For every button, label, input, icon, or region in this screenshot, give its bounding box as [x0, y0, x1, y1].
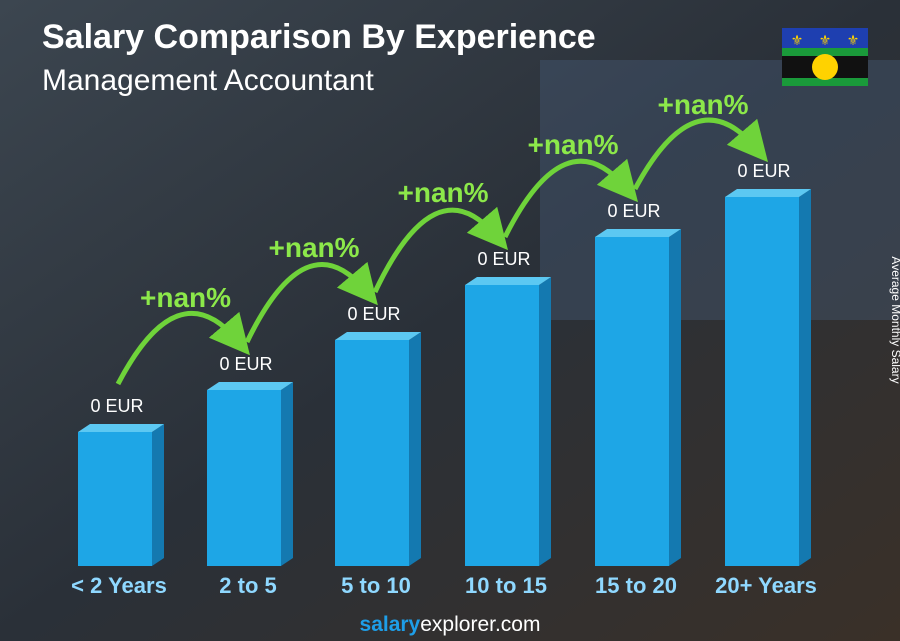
- bar: [207, 390, 281, 566]
- svg-text:⚜: ⚜: [847, 32, 860, 48]
- bar-top: [465, 277, 551, 285]
- category-label: 15 to 20: [595, 573, 677, 598]
- category-label: < 2 Years: [71, 573, 167, 598]
- bar: [595, 237, 669, 566]
- value-label: 0 EUR: [219, 354, 272, 374]
- increment-arrow: [632, 117, 769, 191]
- bar-top: [78, 424, 164, 432]
- increment-arrow: [502, 158, 639, 239]
- bar: [78, 432, 152, 566]
- value-label: 0 EUR: [90, 396, 143, 416]
- bar-side: [281, 382, 293, 566]
- bar-side: [799, 189, 811, 566]
- value-label: 0 EUR: [737, 161, 790, 181]
- svg-text:⚜: ⚜: [819, 32, 832, 48]
- title: Salary Comparison By Experience: [42, 18, 596, 56]
- side-label: Average Monthly Salary: [889, 256, 900, 383]
- value-label: 0 EUR: [607, 201, 660, 221]
- increment-label: +nan%: [527, 129, 618, 160]
- svg-text:⚜: ⚜: [791, 32, 804, 48]
- bar: [465, 285, 539, 566]
- bar-side: [669, 229, 681, 566]
- bar-side: [409, 332, 421, 566]
- bar-side: [539, 277, 551, 566]
- increment-label: +nan%: [140, 282, 231, 313]
- increment-label: +nan%: [268, 232, 359, 263]
- increment-label: +nan%: [657, 89, 748, 120]
- flag: ⚜ ⚜ ⚜: [782, 28, 868, 86]
- bar-top: [725, 189, 811, 197]
- category-label: 2 to 5: [219, 573, 276, 598]
- bar: [335, 340, 409, 566]
- subtitle: Management Accountant: [42, 64, 375, 97]
- increment-arrow: [244, 261, 378, 344]
- footer: salaryexplorer.com: [360, 613, 541, 636]
- category-label: 5 to 10: [341, 573, 411, 598]
- footer-domain: explorer.com: [420, 613, 540, 636]
- value-label: 0 EUR: [347, 304, 400, 324]
- bar-side: [152, 424, 164, 566]
- bar-top: [335, 332, 421, 340]
- category-label: 20+ Years: [715, 573, 817, 598]
- footer-brand: salary: [360, 613, 421, 636]
- bar-top: [595, 229, 681, 237]
- increment-arrow: [372, 206, 509, 294]
- increment-arrow: [115, 310, 250, 386]
- increment-label: +nan%: [397, 177, 488, 208]
- value-label: 0 EUR: [477, 249, 530, 269]
- bar-top: [207, 382, 293, 390]
- bar: [725, 197, 799, 566]
- category-label: 10 to 15: [465, 573, 547, 598]
